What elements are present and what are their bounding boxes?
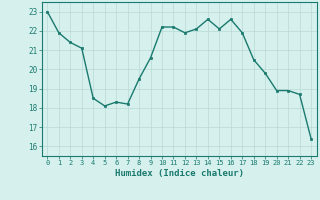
X-axis label: Humidex (Indice chaleur): Humidex (Indice chaleur) — [115, 169, 244, 178]
